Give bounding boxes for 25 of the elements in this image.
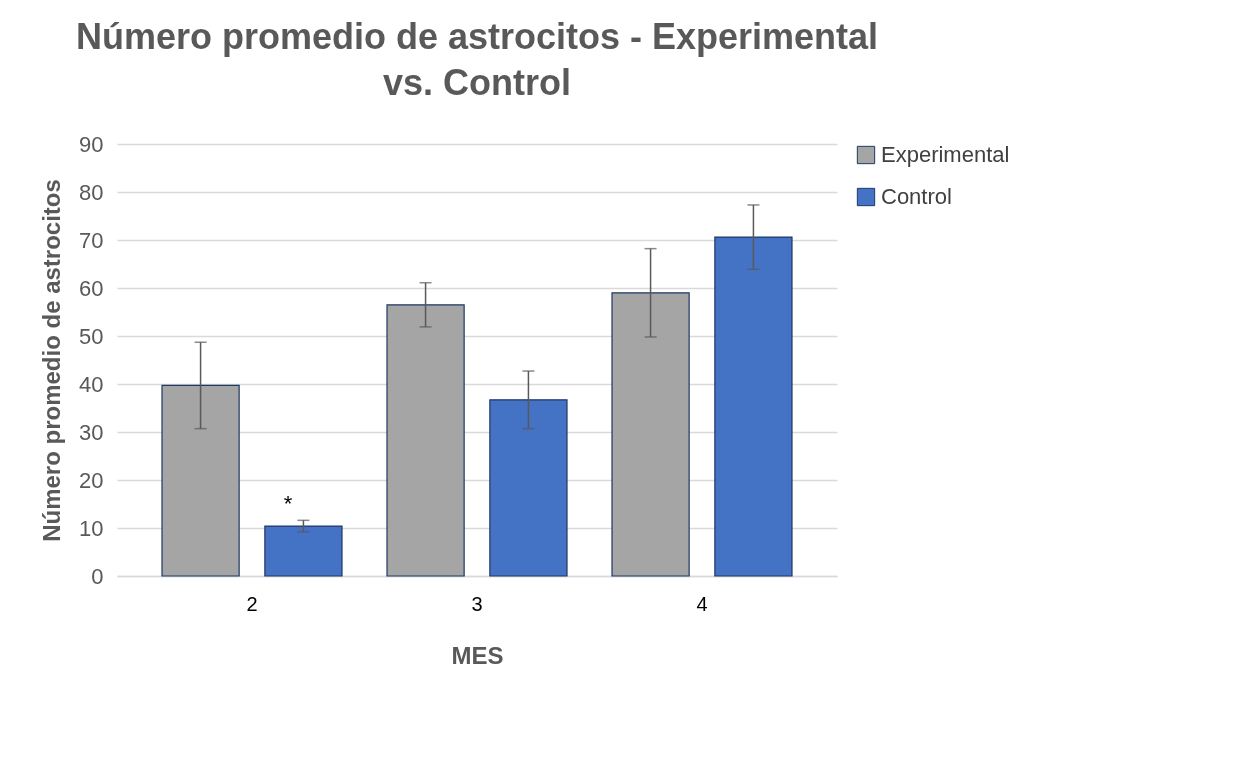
bar <box>714 236 793 577</box>
y-tick-label: 60 <box>79 275 104 301</box>
legend-label: Control <box>881 184 952 209</box>
annotation: * <box>283 491 293 517</box>
x-tick-label: 2 <box>246 592 258 615</box>
bar <box>161 384 240 577</box>
bar <box>264 525 343 577</box>
x-axis-title: MES <box>451 641 504 669</box>
x-tick-label: 3 <box>471 592 483 615</box>
y-tick-label: 40 <box>79 371 104 397</box>
y-tick-label: 80 <box>79 179 104 205</box>
y-tick-label: 30 <box>79 419 104 445</box>
x-tick-label: 4 <box>696 592 708 615</box>
chart-title: Número promedio de astrocitos - Experimental vs. Control <box>75 16 879 103</box>
y-tick-label: 0 <box>91 563 104 589</box>
legend-label: Experimental <box>881 142 1010 167</box>
y-tick-label: 50 <box>79 323 104 349</box>
bar <box>489 399 568 577</box>
y-axis-title: Número promedio de astrocitos <box>38 179 66 542</box>
bar <box>611 292 690 577</box>
y-tick-label: 70 <box>79 227 104 253</box>
bar <box>386 304 465 577</box>
y-tick-label: 10 <box>79 515 104 541</box>
y-tick-label: 20 <box>79 467 104 493</box>
y-tick-label: 90 <box>79 131 104 157</box>
